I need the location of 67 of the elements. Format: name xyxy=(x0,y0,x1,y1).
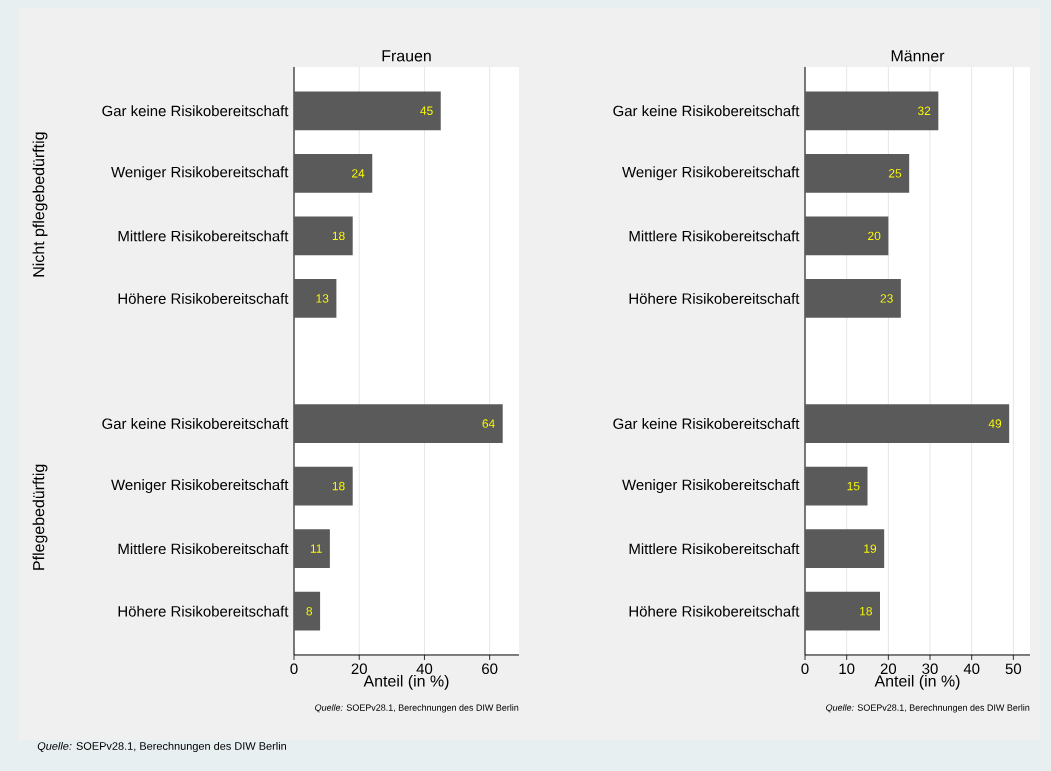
bar xyxy=(294,279,337,318)
bar xyxy=(805,216,889,256)
data-label: 8 xyxy=(306,606,313,616)
y-tick-label: Höhere Risikobereitschaft xyxy=(629,605,800,617)
data-label: 25 xyxy=(888,169,902,178)
data-label: 13 xyxy=(316,294,329,303)
text: Quelle: SOEPv28.1, Berechnungen des DIW Berlin xyxy=(826,704,1030,713)
data-label: 49 xyxy=(988,419,1002,428)
bar xyxy=(805,279,901,318)
y-tick-label: Gar keine Risikobereitschaft xyxy=(102,105,289,117)
data-label: 11 xyxy=(310,544,322,553)
y-tick-label: Höhere Risikobereitschaft xyxy=(629,292,800,304)
bar xyxy=(294,529,330,569)
bar xyxy=(294,466,353,506)
bar xyxy=(294,153,373,193)
bar xyxy=(294,404,503,443)
bar xyxy=(805,153,910,193)
data-label: 15 xyxy=(847,481,860,491)
data-label: 18 xyxy=(332,231,345,241)
x-tick-label: 0 xyxy=(801,663,809,675)
bar xyxy=(294,216,353,256)
y-tick-label: Mittlere Risikobereitschaft xyxy=(629,230,800,242)
data-label: 23 xyxy=(880,294,893,303)
y-tick-label: Gar keine Risikobereitschaft xyxy=(613,105,800,117)
chart-title: Frauen xyxy=(382,50,431,62)
bar xyxy=(805,91,939,131)
bar xyxy=(805,404,1010,443)
text: Quelle: SOEPv28.1, Berechnungen des DIW Berlin xyxy=(315,704,519,713)
y-tick-label: Mittlere Risikobereitschaft xyxy=(629,543,800,555)
data-label: 45 xyxy=(420,106,433,115)
y-tick-label: Mittlere Risikobereitschaft xyxy=(118,230,289,242)
x-axis-title: Anteil (in %) xyxy=(363,674,449,690)
bar xyxy=(294,91,441,131)
x-tick-label: 20 xyxy=(351,663,367,675)
bar xyxy=(805,591,881,631)
x-tick-label: 30 xyxy=(922,663,938,675)
y-tick-label: Gar keine Risikobereitschaft xyxy=(613,418,800,430)
x-tick-label: 60 xyxy=(482,663,498,675)
y-tick-label: Weniger Risikobereitschaft xyxy=(622,479,800,494)
x-tick-label: 0 xyxy=(290,663,298,675)
x-tick-label: 50 xyxy=(1005,663,1022,675)
y-tick-label: Weniger Risikobereitschaft xyxy=(111,479,289,494)
data-label: 18 xyxy=(332,481,345,491)
x-axis-title: Anteil (in %) xyxy=(874,674,960,690)
data-label: 18 xyxy=(860,606,872,616)
data-label: 32 xyxy=(917,106,931,115)
x-tick-label: 40 xyxy=(963,663,980,675)
y-tick-label: Höhere Risikobereitschaft xyxy=(118,292,289,304)
y-tick-label: Weniger Risikobereitschaft xyxy=(622,166,800,181)
data-label: 64 xyxy=(482,419,495,428)
x-tick-label: 20 xyxy=(880,663,897,675)
bar xyxy=(294,591,321,631)
data-label: 19 xyxy=(864,544,877,553)
text: Quelle: SOEPv28.1, Berechnungen des DIW Berlin xyxy=(37,741,287,753)
y-tick-label: Mittlere Risikobereitschaft xyxy=(118,543,289,555)
data-label: 24 xyxy=(352,169,365,178)
y-tick-label: Höhere Risikobereitschaft xyxy=(118,605,289,617)
x-tick-label: 40 xyxy=(416,663,433,675)
bar xyxy=(805,529,885,569)
text: Pflegebedürftig xyxy=(32,464,48,570)
text: Nicht pflegebedürftig xyxy=(32,132,48,277)
x-tick-label: 10 xyxy=(839,663,855,675)
y-tick-label: Gar keine Risikobereitschaft xyxy=(102,418,289,430)
y-tick-label: Weniger Risikobereitschaft xyxy=(111,166,289,181)
data-label: 20 xyxy=(868,231,881,241)
chart-title: Männer xyxy=(891,50,945,62)
bar xyxy=(805,466,868,506)
